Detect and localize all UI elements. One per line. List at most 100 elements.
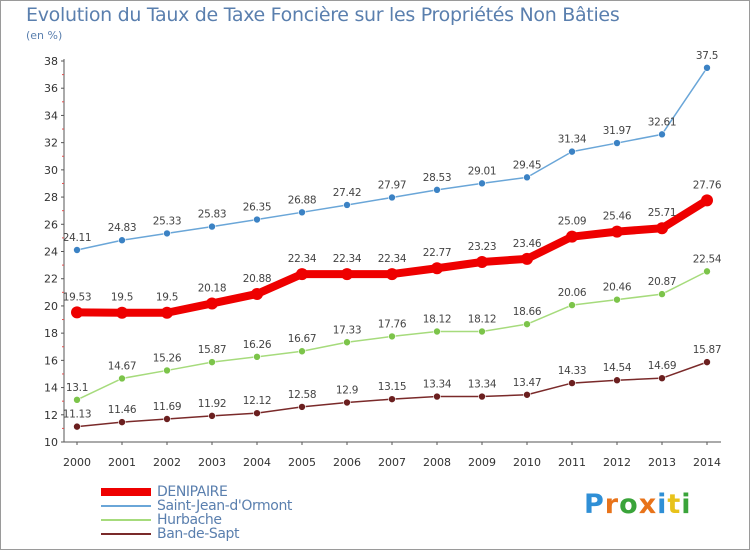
y-tick-label: 22 [44,273,58,286]
logo-letter: P [584,489,605,520]
data-label: 25.33 [153,215,182,227]
data-point [568,379,576,387]
data-label: 22.34 [333,253,362,265]
legend-swatch [101,505,151,507]
y-tick-label: 28 [44,191,58,204]
data-label: 24.83 [108,222,137,234]
series-layer [71,64,713,431]
data-point [611,225,623,238]
y-tick-label: 24 [44,246,58,259]
data-label: 29.01 [468,165,497,177]
series-saint-jean-d-ormont [73,64,711,254]
data-point [116,306,128,319]
data-point [73,246,81,254]
legend-item: Hurbache [101,513,292,527]
data-label: 29.45 [513,159,542,171]
data-point [343,201,351,209]
data-label: 23.23 [468,241,497,253]
data-point [206,297,218,310]
y-tick-label: 12 [44,409,58,422]
data-label: 14.33 [558,365,587,377]
data-label: 22.34 [288,253,317,265]
data-label: 37.5 [696,50,718,62]
data-point [703,358,711,366]
data-label: 25.71 [648,207,677,219]
data-point [523,390,531,399]
data-point [433,186,441,194]
data-label: 22.77 [423,247,452,259]
x-tick-label: 2014 [693,456,721,469]
data-label: 25.83 [198,209,227,221]
data-label: 22.54 [693,253,722,265]
data-label: 15.87 [198,344,227,356]
logo-letter: o [619,489,639,520]
data-label: 19.5 [156,292,178,304]
data-point [478,392,486,401]
x-tick-label: 2004 [243,456,271,469]
y-tick-label: 32 [44,137,58,150]
data-point [163,415,171,423]
axes: 10 12 14 16 18 20 22 24 26 28 30 32 34 36 38 2000 2001 20… [44,55,721,469]
chart-title: Evolution du Taux de Taxe Foncière sur l… [26,4,620,26]
data-label: 18.12 [468,314,497,326]
x-tick-label: 2000 [63,456,91,469]
legend-label: Saint-Jean-d'Ormont [157,498,293,514]
data-point [388,332,396,341]
data-point [343,398,351,407]
data-point [523,173,531,182]
data-point [208,358,216,366]
data-point [703,64,711,72]
data-label: 25.46 [603,211,632,223]
logo-letter: t [667,489,682,520]
series-hurbache [73,267,711,404]
data-label: 13.34 [468,379,497,391]
data-point [568,301,576,309]
data-label: 16.26 [243,339,272,351]
data-label: 13.47 [513,377,542,389]
data-label: 31.34 [558,134,587,146]
y-tick-label: 10 [44,436,58,449]
data-point [341,268,353,281]
data-label: 11.46 [108,404,137,416]
data-label: 26.35 [243,202,272,214]
data-point [163,229,171,238]
data-point [658,130,666,139]
y-axis-unit: (en %) [26,29,63,42]
data-label: 14.69 [648,360,677,372]
data-label: 31.97 [603,125,632,137]
data-label: 20.06 [558,287,587,299]
data-label: 11.92 [198,398,227,410]
y-tick-label: 14 [44,382,58,395]
x-tick-label: 2012 [603,456,631,469]
data-point [658,290,666,298]
data-label: 14.67 [108,360,137,372]
data-point [386,268,398,281]
data-label: 24.11 [63,232,92,244]
data-label: 28.53 [423,172,452,184]
data-point [476,255,488,268]
legend-label: Ban-de-Sapt [157,526,240,542]
x-tick-label: 2010 [513,456,541,469]
data-label: 12.58 [288,389,317,401]
legend-item: Saint-Jean-d'Ormont [101,499,292,513]
data-point [118,374,126,383]
data-point [388,395,396,403]
data-label: 22.34 [378,253,407,265]
legend-label: DENIPAIRE [157,484,228,500]
data-point [613,376,621,385]
data-label: 27.42 [333,187,362,199]
data-label: 12.9 [336,385,358,397]
data-label: 12.12 [243,395,272,407]
x-tick-label: 2005 [288,456,316,469]
data-point [431,262,443,275]
data-label: 20.46 [603,282,632,294]
data-point [253,409,261,417]
data-label: 27.97 [378,179,407,191]
data-point [656,222,668,235]
data-label: 16.67 [288,333,317,345]
data-point [163,366,171,375]
data-point [296,268,308,281]
logo-letter: i [657,489,668,520]
